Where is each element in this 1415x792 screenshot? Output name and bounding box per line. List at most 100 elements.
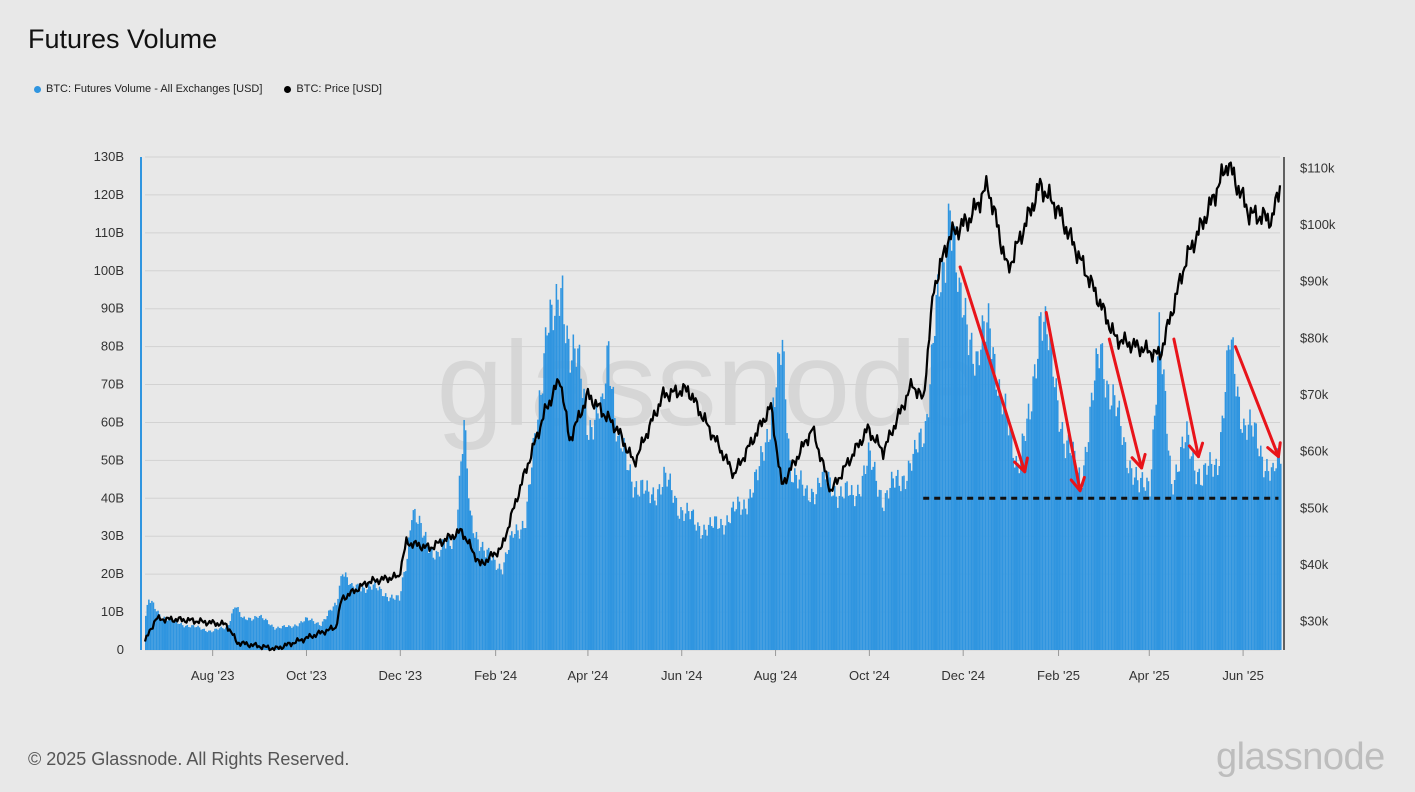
legend-item-price[interactable]: BTC: Price [USD] <box>284 83 382 95</box>
volume-bar <box>343 576 345 650</box>
volume-bar <box>1167 450 1170 650</box>
volume-bar <box>206 632 209 650</box>
brand-logo: glassnode <box>1216 736 1385 778</box>
volume-bar <box>409 530 412 650</box>
volume-bar <box>675 497 678 650</box>
volume-bar <box>1256 448 1259 650</box>
y-left-tick-label: 80B <box>101 339 124 354</box>
volume-bar <box>180 622 182 650</box>
volume-bar <box>924 421 927 650</box>
x-tick-label: Dec '23 <box>378 668 422 683</box>
volume-bar <box>984 341 987 650</box>
volume-bar <box>606 345 608 650</box>
volume-bar <box>317 622 319 650</box>
volume-bar <box>1124 442 1127 650</box>
volume-bar <box>690 511 693 650</box>
y-left-tick-label: 110B <box>95 225 124 240</box>
volume-bar <box>184 625 187 650</box>
volume-bar <box>478 550 481 650</box>
volume-bar <box>729 523 731 650</box>
volume-bar <box>374 582 376 650</box>
volume-bar <box>151 600 153 650</box>
volume-bar <box>561 275 564 650</box>
volume-bar <box>614 417 616 650</box>
volume-bar <box>235 607 238 650</box>
volume-bar <box>1240 429 1242 650</box>
volume-bar <box>1033 364 1036 650</box>
volume-bar <box>909 463 911 650</box>
volume-bar <box>1233 373 1236 650</box>
volume-bar <box>1030 411 1033 650</box>
legend-dot-volume <box>34 85 41 93</box>
volume-bar <box>571 360 573 650</box>
volume-bar <box>1043 321 1045 650</box>
volume-bar <box>738 501 741 650</box>
volume-bar <box>1029 419 1031 650</box>
volume-bar <box>172 620 175 650</box>
volume-bar <box>257 617 259 650</box>
volume-bar <box>411 520 413 650</box>
volume-bar <box>775 387 778 650</box>
volume-bar <box>286 627 289 650</box>
volume-bar <box>1270 467 1273 650</box>
volume-bar <box>387 601 390 650</box>
volume-bar <box>990 359 993 650</box>
volume-bar <box>1204 463 1207 650</box>
volume-bar <box>1229 349 1231 650</box>
red-arrow <box>958 265 1027 474</box>
volume-bar <box>1104 397 1107 650</box>
volume-bar <box>1207 465 1210 650</box>
volume-bar <box>1130 468 1133 650</box>
volume-bar <box>1150 469 1153 650</box>
volume-bar <box>1058 431 1061 650</box>
volume-bar <box>366 589 368 650</box>
volume-bar <box>892 478 894 650</box>
volume-bar <box>1127 473 1130 650</box>
volume-bar <box>434 559 436 650</box>
volume-bar <box>1196 472 1199 650</box>
volume-bar <box>1201 485 1204 650</box>
volume-bar <box>1129 460 1131 650</box>
volume-bar <box>704 529 707 650</box>
volume-bar <box>883 511 885 650</box>
volume-bar <box>1004 393 1007 650</box>
volume-bar <box>637 494 639 650</box>
volume-bar <box>423 535 425 650</box>
volume-bar <box>1155 404 1157 650</box>
legend-item-volume[interactable]: BTC: Futures Volume - All Exchanges [USD… <box>34 83 262 95</box>
volume-bar <box>223 629 225 650</box>
volume-bar <box>581 398 584 650</box>
volume-bar <box>930 344 933 650</box>
volume-bar <box>898 485 901 650</box>
legend-label-price: BTC: Price [USD] <box>296 83 382 95</box>
volume-bar <box>963 315 965 650</box>
red-arrow <box>1233 345 1280 459</box>
volume-bar <box>763 460 765 650</box>
volume-bar <box>917 452 919 650</box>
volume-bar <box>764 442 767 650</box>
volume-bar <box>1275 468 1277 650</box>
volume-bar <box>467 498 470 650</box>
volume-bar <box>484 557 487 650</box>
volume-bar <box>895 475 898 650</box>
volume-bar <box>1007 435 1010 650</box>
volume-bar <box>918 432 921 650</box>
volume-bar <box>1184 442 1187 650</box>
volume-bar <box>650 494 653 650</box>
volume-bar <box>647 491 650 650</box>
volume-bar <box>890 471 893 650</box>
red-arrow-head <box>1013 456 1029 474</box>
volume-bar <box>846 481 848 650</box>
volume-bar <box>692 509 695 650</box>
volume-bar <box>1075 472 1077 650</box>
volume-bar <box>910 470 913 650</box>
volume-bar <box>861 475 864 650</box>
volume-bar <box>414 508 416 650</box>
volume-bar <box>224 627 227 650</box>
volume-bar <box>1063 443 1065 650</box>
volume-bar <box>875 480 878 650</box>
volume-bar <box>523 528 525 650</box>
volume-bar <box>1273 471 1276 650</box>
volume-bar <box>1255 423 1257 650</box>
volume-bar <box>1267 471 1270 650</box>
